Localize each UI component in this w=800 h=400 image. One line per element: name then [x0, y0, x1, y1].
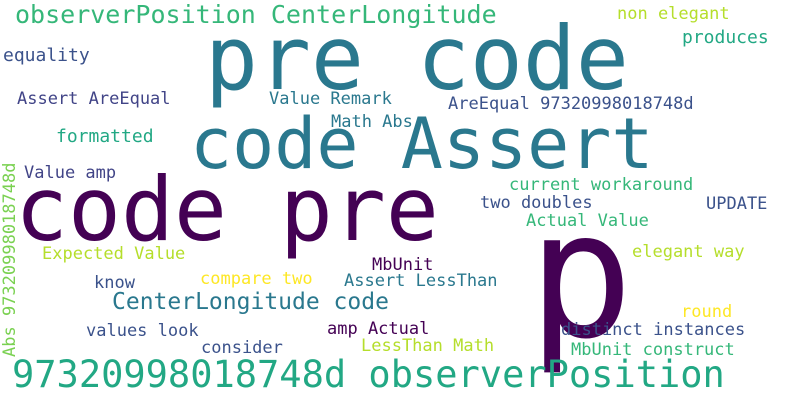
word-97320998018748d-observerposition: 97320998018748d observerPosition — [12, 353, 725, 396]
word-mbunit-construct: MbUnit construct — [571, 340, 735, 360]
word-observerposition-centerlongitude: observerPosition CenterLongitude — [15, 0, 497, 29]
word-lessthan-math: LessThan Math — [361, 336, 495, 356]
word-formatted: formatted — [56, 126, 154, 147]
word-assert-areequal: Assert AreEqual — [17, 89, 171, 109]
word-amp-actual: amp Actual — [327, 319, 430, 339]
word-round: round — [681, 302, 733, 322]
word-elegant-way: elegant way — [632, 242, 745, 262]
word-code-pre: code pre — [15, 158, 439, 261]
word-consider: consider — [201, 338, 283, 358]
word-produces: produces — [682, 27, 769, 48]
word-compare-two: compare two — [200, 269, 313, 289]
word-centerlongitude-code: CenterLongitude code — [112, 289, 389, 315]
word-assert-lessthan: Assert LessThan — [344, 271, 498, 291]
word-code-assert: code Assert — [190, 103, 654, 185]
word-update: UPDATE — [706, 194, 768, 214]
word-areequal-97320998018748d: AreEqual 97320998018748d — [448, 94, 694, 114]
word-pre-code: pre code — [205, 7, 629, 110]
word-two-doubles: two doubles — [480, 193, 593, 213]
word-mbunit: MbUnit — [372, 255, 434, 275]
word-abs-97320998018748d: Abs 97320998018748d — [0, 162, 20, 357]
word-non-elegant: non elegant — [617, 4, 730, 24]
word-current-workaround: current workaround — [509, 175, 694, 195]
word-equality: equality — [3, 45, 90, 66]
word-know: know — [94, 273, 135, 293]
word-value-amp: Value amp — [24, 163, 117, 183]
word-values-look: values look — [86, 321, 199, 341]
word-actual-value: Actual Value — [526, 211, 649, 231]
word-p: p — [528, 175, 634, 378]
word-expected-value: Expected Value — [42, 244, 186, 264]
word-math-abs: Math Abs — [331, 112, 413, 132]
word-distinct-instances: distinct instances — [561, 320, 746, 340]
word-value-remark: Value Remark — [269, 89, 392, 109]
